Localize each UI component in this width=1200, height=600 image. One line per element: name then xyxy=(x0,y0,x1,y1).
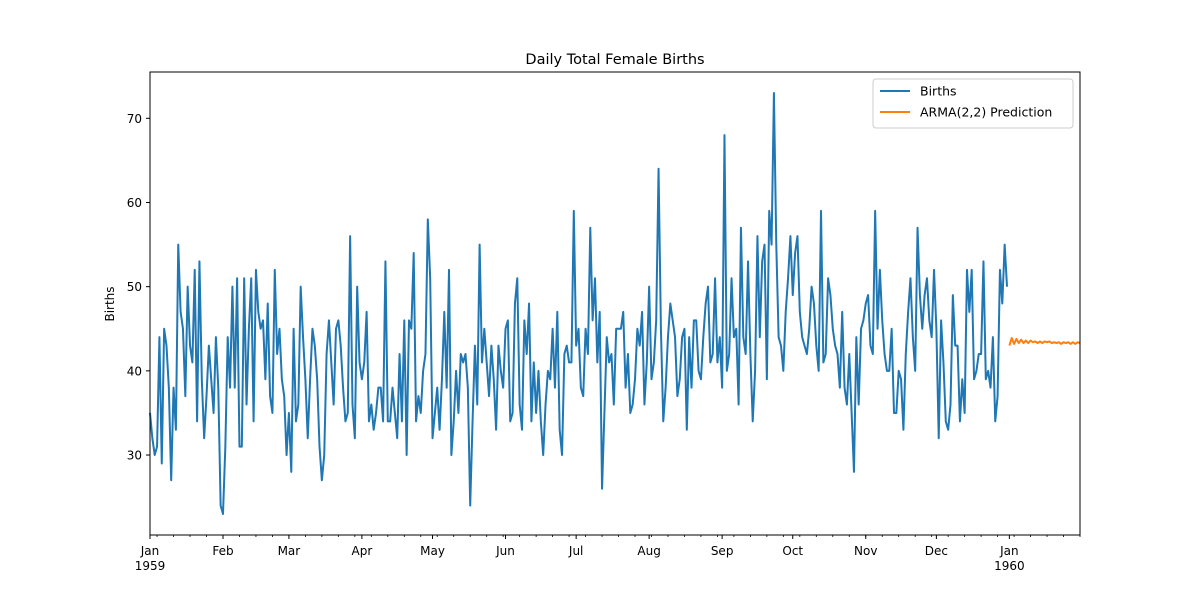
series-line-births xyxy=(149,92,1009,515)
x-tick-label: Mar xyxy=(278,544,301,558)
chart-title: Daily Total Female Births xyxy=(525,52,704,68)
y-axis-label: Births xyxy=(103,286,117,321)
x-tick-label: Jun xyxy=(495,544,515,558)
y-tick-label: 60 xyxy=(127,196,142,210)
x-tick-label: Nov xyxy=(854,544,877,558)
x-tick-label: Dec xyxy=(925,544,948,558)
x-tick-label: Jul xyxy=(568,544,583,558)
legend-label-prediction: ARMA(2,2) Prediction xyxy=(920,105,1052,120)
x-tick-label: Apr xyxy=(352,544,373,558)
series-line-arma-prediction xyxy=(1008,337,1081,346)
x-tick-label: May xyxy=(420,544,445,558)
x-tick-label: Aug xyxy=(637,544,660,558)
y-tick-label: 40 xyxy=(127,364,142,378)
y-tick-label: 30 xyxy=(127,449,142,463)
x-tick-label: Oct xyxy=(782,544,803,558)
plot-frame xyxy=(149,71,1081,536)
series-layer xyxy=(149,92,1081,515)
x-tick-label: Feb xyxy=(212,544,233,558)
x-tick-year-label: 1960 xyxy=(994,559,1025,573)
legend-frame xyxy=(872,78,1074,129)
x-tick-label: Sep xyxy=(711,544,734,558)
legend: Births ARMA(2,2) Prediction xyxy=(872,78,1074,129)
y-tick-label: 70 xyxy=(127,112,142,126)
x-tick-year-label: 1959 xyxy=(135,559,166,573)
legend-label-births: Births xyxy=(920,84,957,99)
x-tick-label: Jan xyxy=(140,544,160,558)
x-tick-label: Jan xyxy=(999,544,1019,558)
y-tick-label: 50 xyxy=(127,280,142,294)
